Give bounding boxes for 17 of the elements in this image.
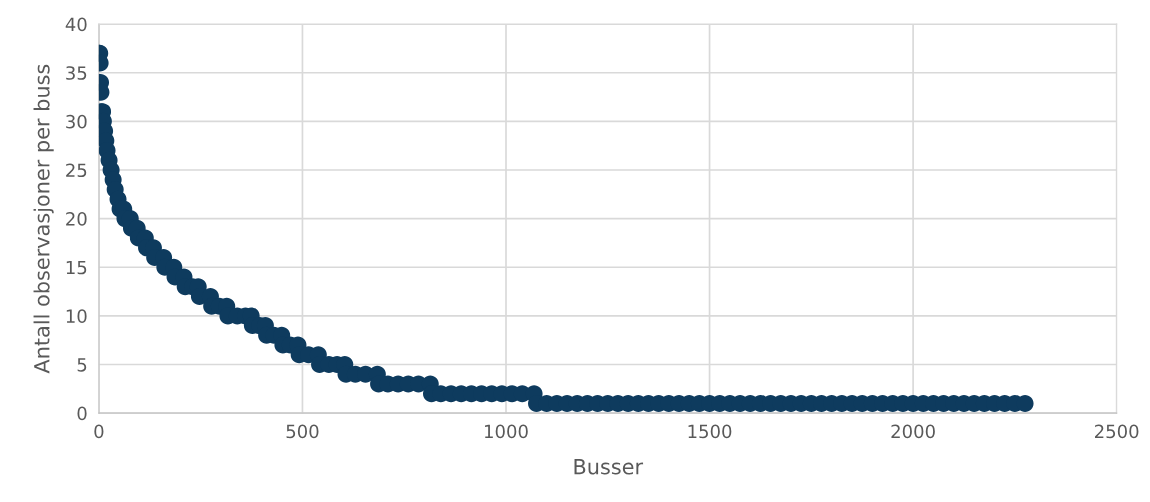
y-tick-label: 5 (77, 358, 87, 372)
y-tick-label: 30 (66, 114, 87, 129)
y-tick-label: 25 (66, 163, 87, 178)
y-tick-label: 40 (65, 17, 87, 32)
y-tick-label: 0 (77, 406, 87, 421)
x-tick-label: 2500 (1095, 424, 1139, 439)
x-tick-label: 1500 (688, 424, 732, 439)
x-tick-label: 1000 (485, 424, 528, 439)
x-tick-label: 500 (286, 424, 319, 439)
x-tick-label: 2000 (891, 424, 935, 439)
x-axis-title: Busser (574, 459, 644, 475)
y-tick-label: 35 (66, 66, 87, 80)
y-tick-label: 10 (66, 309, 87, 323)
y-tick-label: 20 (66, 212, 87, 226)
y-axis-title: Antall observasjoner per buss (33, 64, 54, 374)
x-tick-label: 0 (94, 424, 104, 439)
y-tick-label: 15 (66, 260, 87, 275)
